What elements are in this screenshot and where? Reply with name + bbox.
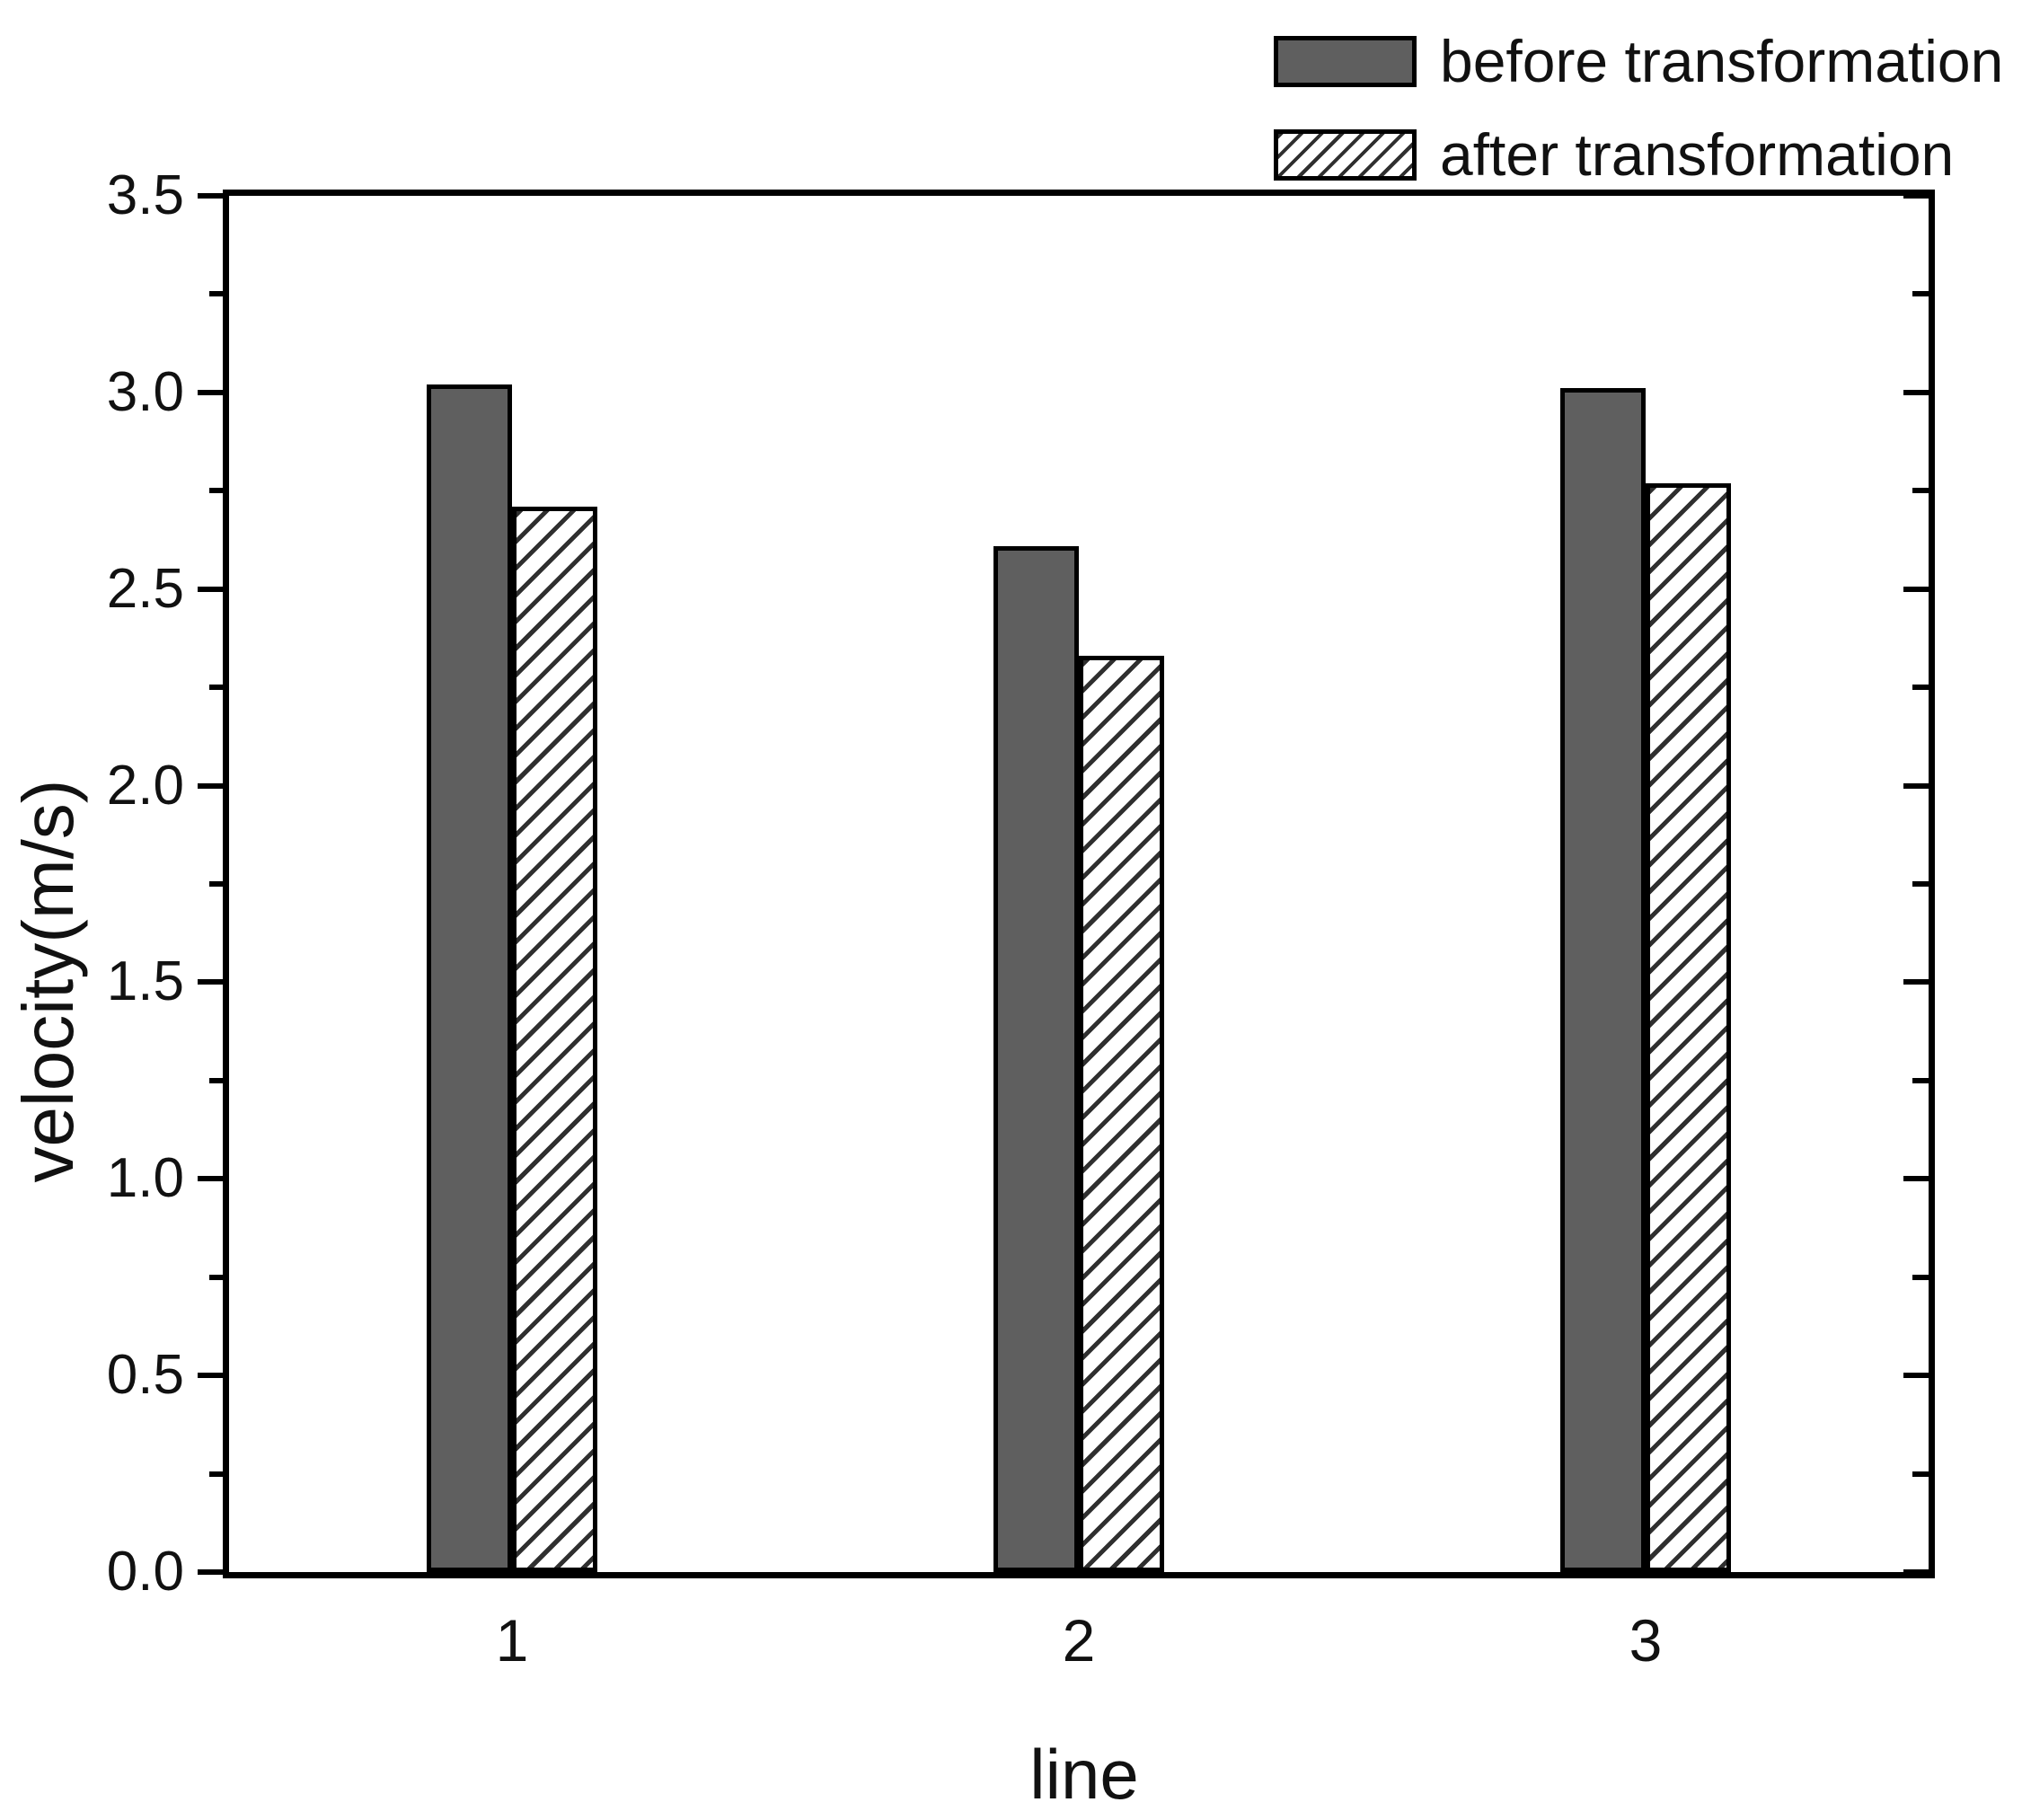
plot-inner xyxy=(198,193,1929,1575)
legend: before transformation after transformati… xyxy=(1274,25,2003,190)
y-axis-major-tick xyxy=(1903,193,1929,199)
x-tick-label-1: 1 xyxy=(495,1607,529,1674)
x-tick-label-3: 3 xyxy=(1629,1607,1663,1674)
y-axis-minor-tick xyxy=(1912,685,1929,690)
x-tick-label-2: 2 xyxy=(1062,1607,1096,1674)
legend-swatch-hatched-icon xyxy=(1274,128,1417,181)
y-axis-major-tick xyxy=(198,390,223,395)
legend-item-after-transformation: after transformation xyxy=(1274,119,2003,190)
legend-swatch-solid-icon xyxy=(1274,35,1417,87)
y-axis-major-tick xyxy=(1903,1373,1929,1378)
y-axis-minor-tick xyxy=(209,1471,223,1477)
y-axis-minor-tick xyxy=(209,291,223,296)
bar-after-transformation-line-3 xyxy=(1646,483,1731,1572)
y-axis-major-tick xyxy=(198,783,223,789)
y-axis-minor-tick xyxy=(1912,1078,1929,1083)
x-axis-title: line xyxy=(1029,1735,1139,1814)
bar-before-transformation-line-2 xyxy=(993,546,1079,1572)
y-tick-label-1.0: 1.0 xyxy=(106,1147,184,1209)
y-axis-minor-tick xyxy=(1912,881,1929,887)
y-axis-minor-tick xyxy=(1912,1275,1929,1280)
bar-after-transformation-line-1 xyxy=(512,507,597,1572)
legend-label-before-transformation: before transformation xyxy=(1440,28,2004,94)
y-tick-label-2.0: 2.0 xyxy=(106,755,184,817)
y-tick-label-0.5: 0.5 xyxy=(106,1344,184,1406)
y-tick-label-3.5: 3.5 xyxy=(106,164,184,226)
y-axis-major-tick xyxy=(198,1176,223,1181)
y-tick-label-3.0: 3.0 xyxy=(106,361,184,423)
y-axis-major-tick xyxy=(198,193,223,199)
y-axis-minor-tick xyxy=(209,1275,223,1280)
y-axis-minor-tick xyxy=(209,488,223,493)
y-axis-major-tick xyxy=(1903,783,1929,789)
y-axis-title: velocity(m/s) xyxy=(8,779,88,1183)
y-axis-minor-tick xyxy=(1912,291,1929,296)
y-tick-label-1.5: 1.5 xyxy=(106,950,184,1012)
bar-before-transformation-line-1 xyxy=(427,384,512,1572)
plot-area xyxy=(198,190,1935,1578)
y-axis-major-tick xyxy=(1903,587,1929,592)
y-axis-minor-tick xyxy=(1912,1471,1929,1477)
y-tick-label-2.5: 2.5 xyxy=(106,558,184,620)
y-axis-minor-tick xyxy=(209,1078,223,1083)
y-axis-major-tick xyxy=(198,587,223,592)
y-tick-label-0.0: 0.0 xyxy=(106,1541,184,1603)
y-axis-minor-tick xyxy=(1912,488,1929,493)
y-axis-major-tick xyxy=(198,979,223,985)
y-axis-major-tick xyxy=(1903,979,1929,985)
y-axis-major-tick xyxy=(1903,390,1929,395)
bar-after-transformation-line-2 xyxy=(1079,656,1164,1572)
y-axis-minor-tick xyxy=(209,685,223,690)
bar-before-transformation-line-3 xyxy=(1560,388,1646,1572)
legend-item-before-transformation: before transformation xyxy=(1274,25,2003,97)
legend-label-after-transformation: after transformation xyxy=(1440,121,1955,188)
y-axis-major-tick xyxy=(198,1569,223,1575)
y-axis-major-tick xyxy=(198,1373,223,1378)
y-axis-major-tick xyxy=(1903,1569,1929,1575)
y-axis-minor-tick xyxy=(209,881,223,887)
y-axis-major-tick xyxy=(1903,1176,1929,1181)
